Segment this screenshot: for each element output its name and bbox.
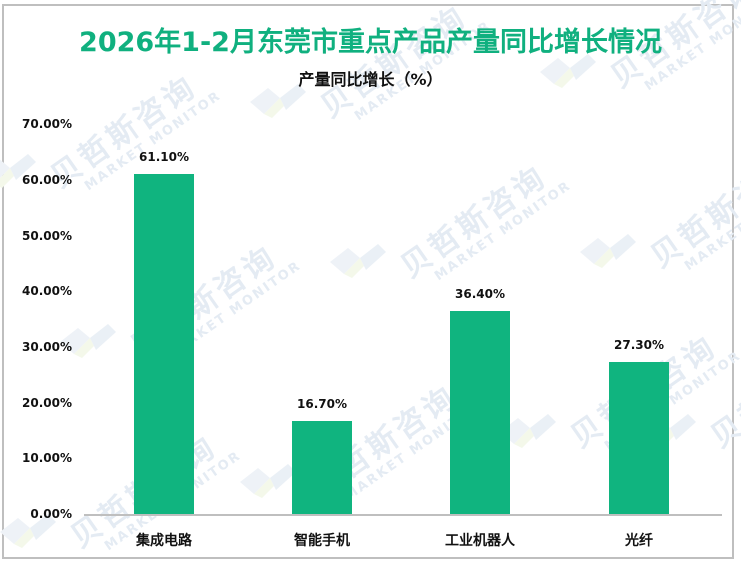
x-category-label: 集成电路	[136, 533, 192, 549]
x-axis-line	[84, 514, 722, 516]
x-category-label: 光纤	[625, 533, 653, 549]
y-tick-label: 70.00%	[22, 117, 72, 132]
chart-title: 2026年1-2月东莞市重点产品产量同比增长情况	[79, 27, 662, 58]
bar	[134, 173, 194, 514]
bar-value-label: 61.10%	[139, 149, 189, 164]
y-tick-label: 60.00%	[22, 172, 72, 187]
bar-value-label: 36.40%	[455, 287, 505, 302]
bar	[609, 361, 669, 514]
bar-value-label: 27.30%	[614, 337, 664, 352]
x-category-label: 智能手机	[294, 533, 350, 549]
bar	[450, 311, 510, 514]
bar-value-label: 16.70%	[297, 396, 347, 411]
y-tick-label: 50.00%	[22, 228, 72, 243]
chart-subtitle: 产量同比增长（%）	[298, 70, 443, 89]
x-category-label: 工业机器人	[445, 533, 515, 549]
y-tick-label: 10.00%	[22, 451, 72, 466]
y-tick-label: 0.00%	[30, 507, 72, 521]
y-tick-label: 20.00%	[22, 395, 72, 410]
bar	[292, 420, 352, 514]
y-tick-label: 30.00%	[22, 339, 72, 354]
y-tick-label: 40.00%	[22, 284, 72, 299]
